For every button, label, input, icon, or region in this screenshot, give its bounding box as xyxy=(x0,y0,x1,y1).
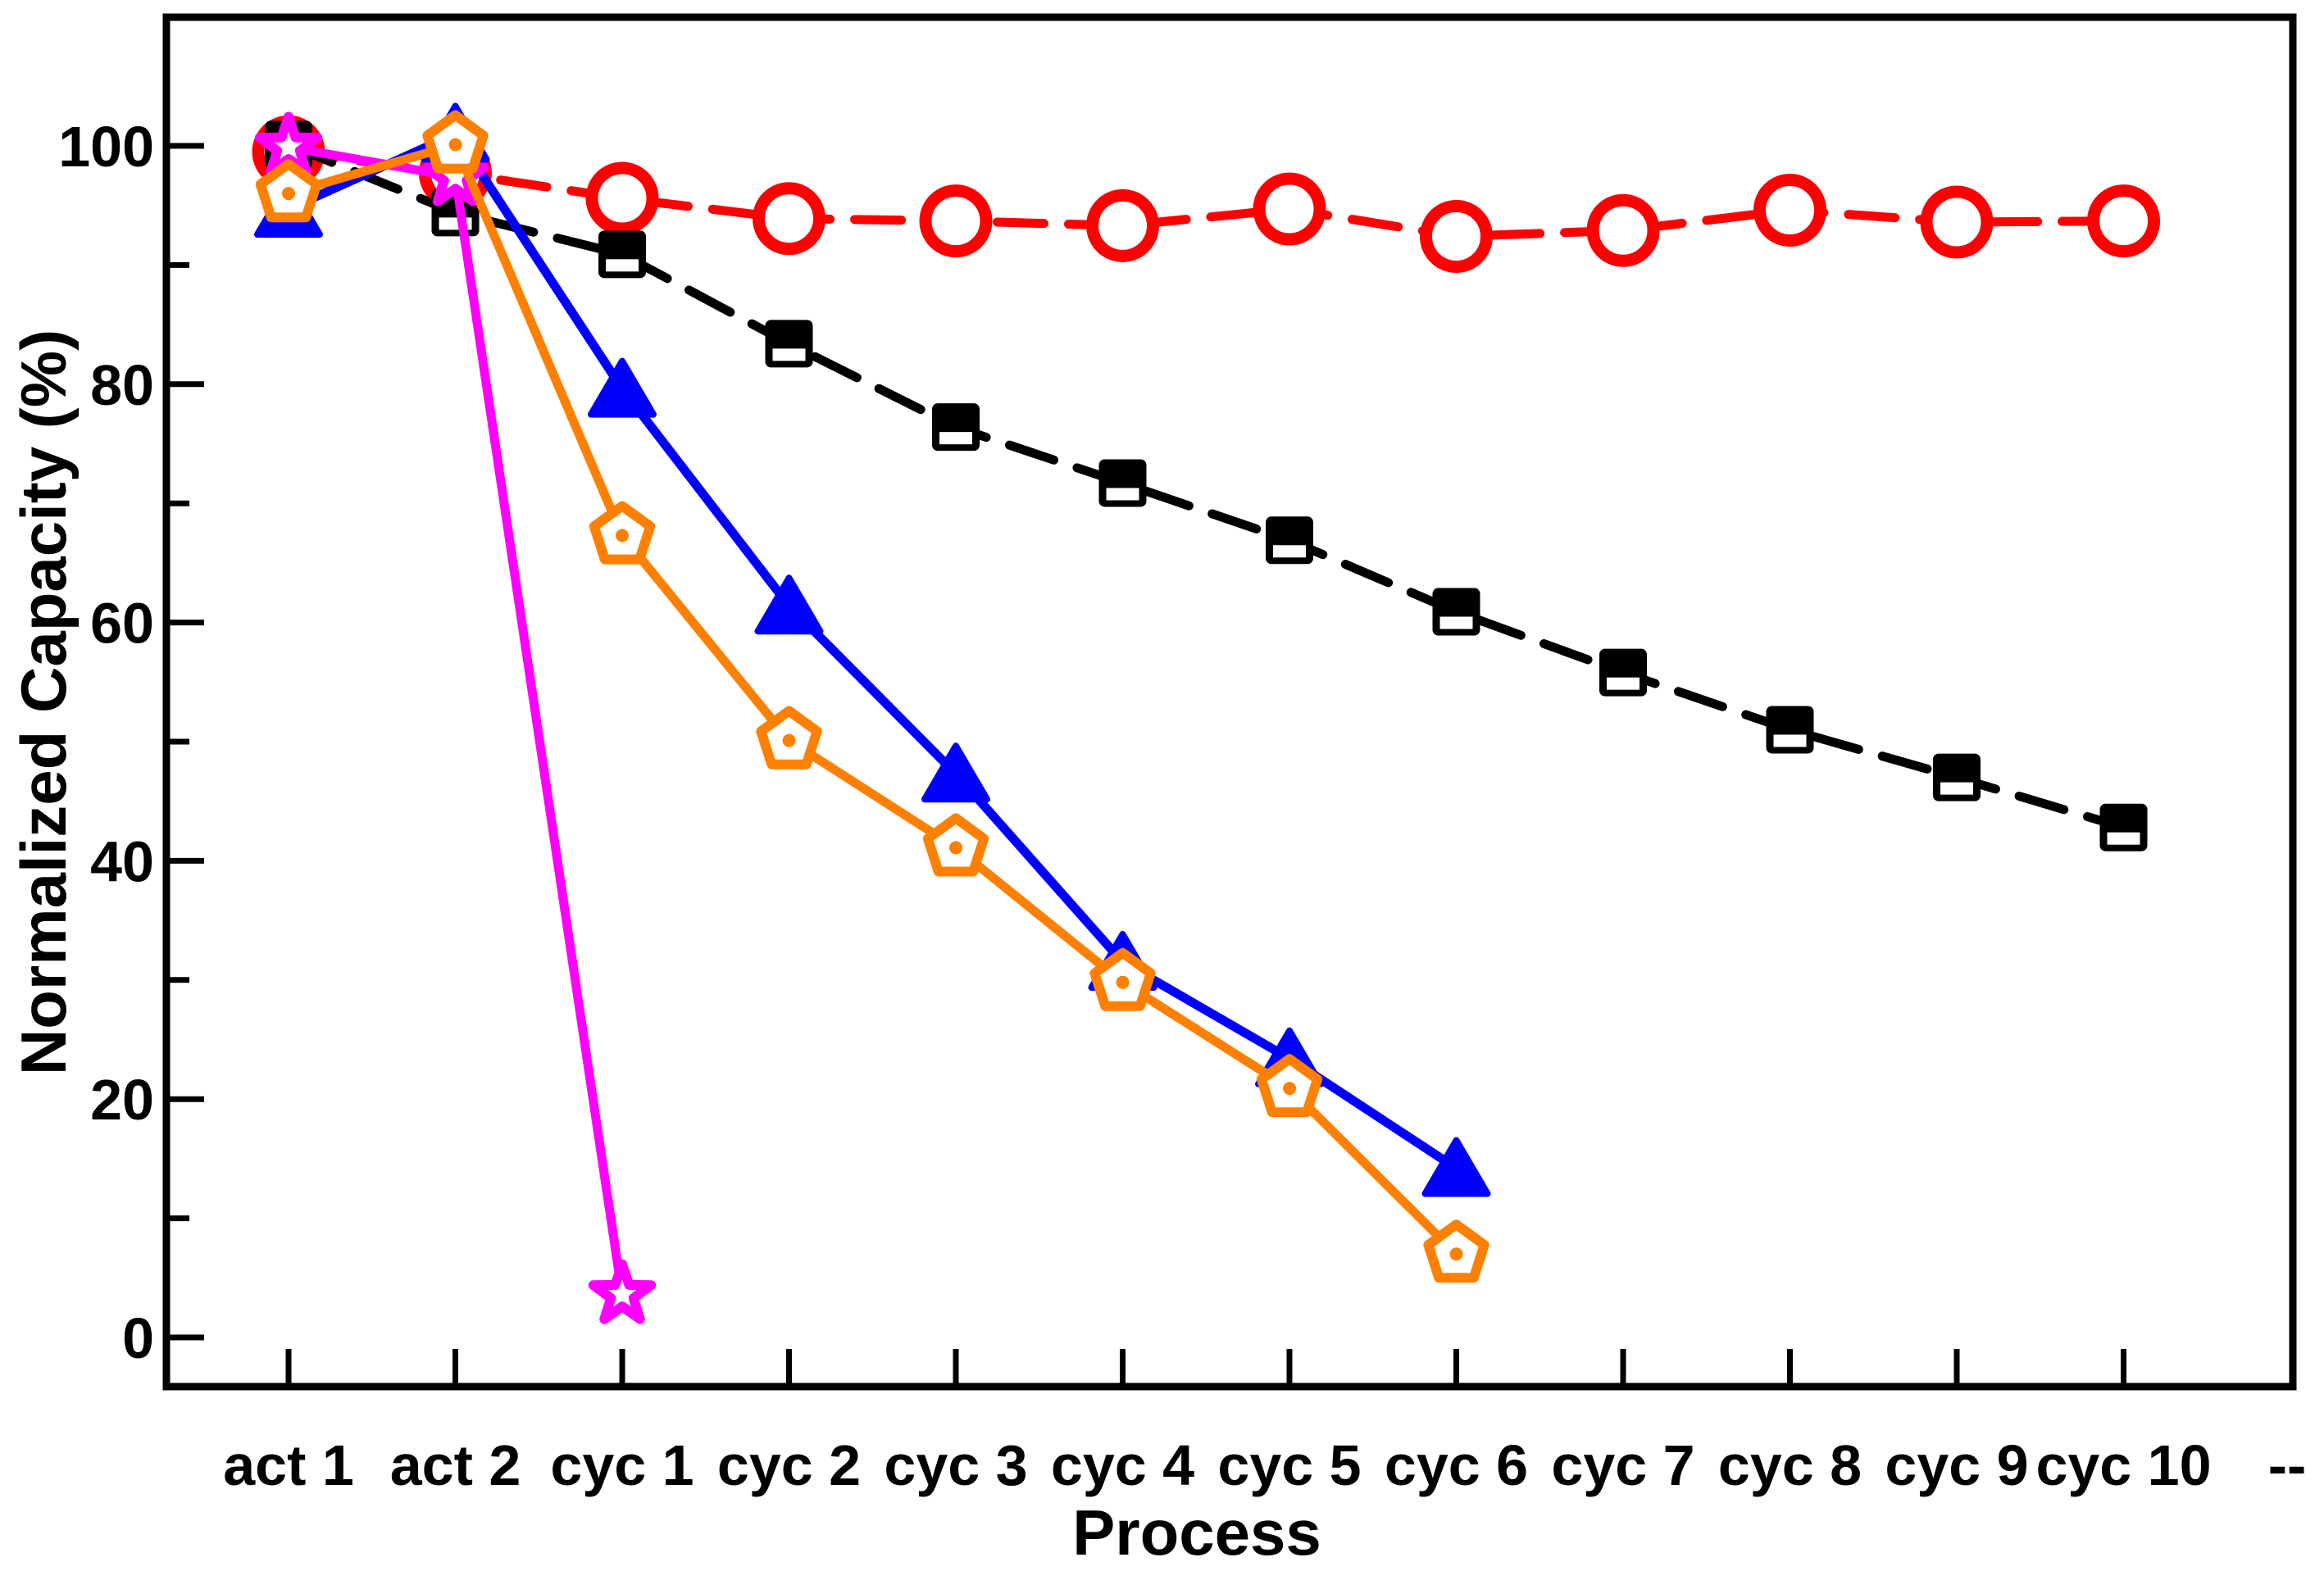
y-axis-title: Normalized Capacity (%) xyxy=(7,329,80,1075)
data-point-marker-dot xyxy=(616,529,629,543)
data-point-marker-band xyxy=(1439,616,1473,629)
x-tick-label: cyc 2 xyxy=(717,1433,861,1497)
data-point-marker-band xyxy=(1940,782,1973,795)
data-point-marker xyxy=(919,184,993,258)
x-tick-label: cyc 8 xyxy=(1718,1433,1862,1497)
y-tick-label: 0 xyxy=(122,1306,154,1370)
y-tick-label: 80 xyxy=(90,353,154,417)
x-tick-label: cyc 6 xyxy=(1385,1433,1528,1497)
data-point-marker xyxy=(1421,1137,1491,1197)
series-line-red-open-circle xyxy=(284,147,2128,242)
data-point-marker-band xyxy=(772,348,806,361)
data-point-marker-dot xyxy=(782,733,796,747)
x-tick-label: cyc 5 xyxy=(1217,1433,1361,1497)
data-point-marker xyxy=(1253,172,1326,246)
data-point-marker-dot xyxy=(1283,1082,1296,1096)
y-tick-label: 60 xyxy=(90,592,154,656)
data-point-marker xyxy=(1086,188,1159,262)
data-point-marker-band xyxy=(939,432,972,445)
data-point-marker xyxy=(753,182,825,256)
data-point-marker-band xyxy=(1607,677,1640,690)
data-point-marker-band xyxy=(1773,734,1807,747)
x-axis-title: Process xyxy=(1072,1496,1321,1569)
data-point-marker xyxy=(2087,184,2160,258)
series-line-black-half-filled-square xyxy=(284,140,2128,833)
plot-border xyxy=(162,13,2297,1391)
data-point-marker xyxy=(921,742,990,803)
data-point-marker xyxy=(585,161,659,235)
data-point-marker-dot xyxy=(1449,1247,1463,1261)
x-tick-label: cyc 7 xyxy=(1551,1433,1694,1497)
data-point-marker-band xyxy=(606,259,639,272)
x-tick-label: cyc 10 xyxy=(2035,1433,2211,1497)
x-tick-label: act 1 xyxy=(223,1433,354,1497)
x-tick-label: cyc 1 xyxy=(550,1433,694,1497)
data-point-marker-dot xyxy=(448,138,462,152)
x-tick-label: act 2 xyxy=(390,1433,521,1497)
y-tick-label: 20 xyxy=(90,1068,154,1132)
data-point-marker xyxy=(588,357,657,418)
data-point-marker xyxy=(254,111,323,177)
data-point-marker xyxy=(1420,200,1493,274)
series-line-orange-open-pentagon xyxy=(284,138,1461,1259)
data-point-marker-band xyxy=(1106,488,1139,501)
series-line-blue-filled-triangle xyxy=(284,128,1461,1174)
data-point-marker xyxy=(754,574,824,635)
data-point-marker-dot xyxy=(1116,975,1130,989)
data-point-marker xyxy=(588,1259,657,1324)
x-tick-label: -- xyxy=(2268,1433,2307,1497)
y-tick-label: 100 xyxy=(58,115,154,179)
data-point-marker xyxy=(1753,174,1826,247)
x-tick-label: cyc 3 xyxy=(884,1433,1027,1497)
x-tick-label: cyc 9 xyxy=(1885,1433,2028,1497)
data-point-marker-band xyxy=(2107,832,2140,845)
data-point-marker xyxy=(1586,193,1660,267)
y-tick-label: 40 xyxy=(90,829,154,893)
data-point-marker-dot xyxy=(949,841,962,855)
x-tick-label: cyc 4 xyxy=(1051,1433,1194,1497)
data-point-marker-band xyxy=(1273,545,1306,558)
data-point-marker xyxy=(1920,185,1994,259)
data-point-marker-dot xyxy=(282,187,295,201)
